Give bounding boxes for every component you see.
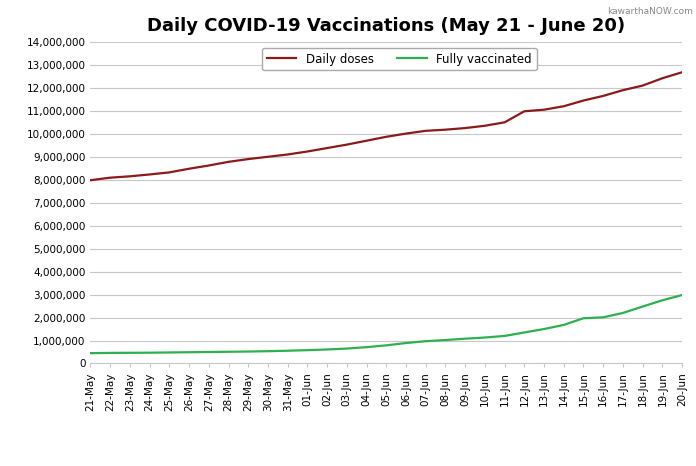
Daily doses [323,145,331,151]
Daily doses [658,75,667,81]
Legend: Daily doses, Fully vaccinated: Daily doses, Fully vaccinated [262,48,537,70]
Daily doses [599,93,608,99]
Fully vaccinated [678,292,686,298]
Daily doses [560,103,568,109]
Title: Daily COVID-19 Vaccinations (May 21 - June 20): Daily COVID-19 Vaccinations (May 21 - Ju… [148,17,625,35]
Daily doses [579,98,587,103]
Daily doses [86,178,95,183]
Line: Daily doses: Daily doses [90,72,682,180]
Daily doses [678,69,686,75]
Daily doses [619,88,627,93]
Daily doses [441,127,450,132]
Daily doses [185,166,193,171]
Daily doses [382,134,390,140]
Text: kawarthaNOW.com: kawarthaNOW.com [607,7,693,16]
Fully vaccinated [481,335,489,340]
Fully vaccinated [86,350,95,356]
Daily doses [363,138,371,144]
Daily doses [422,128,430,134]
Fully vaccinated [145,350,154,356]
Daily doses [244,156,253,162]
Daily doses [481,123,489,129]
Line: Fully vaccinated: Fully vaccinated [90,295,682,353]
Daily doses [461,125,469,131]
Fully vaccinated [224,349,232,355]
Daily doses [342,142,351,147]
Fully vaccinated [619,310,627,316]
Fully vaccinated [244,349,253,354]
Fully vaccinated [658,297,667,303]
Daily doses [126,173,134,179]
Fully vaccinated [165,350,173,355]
Fully vaccinated [185,350,193,355]
Fully vaccinated [599,315,608,320]
Fully vaccinated [638,304,647,309]
Daily doses [165,170,173,175]
Daily doses [283,152,292,158]
Fully vaccinated [303,347,312,353]
Fully vaccinated [283,348,292,354]
Fully vaccinated [363,344,371,350]
Daily doses [540,107,548,112]
Daily doses [520,109,528,114]
Daily doses [303,149,312,154]
Daily doses [224,159,232,164]
Fully vaccinated [126,350,134,356]
Fully vaccinated [205,349,213,355]
Fully vaccinated [520,329,528,335]
Fully vaccinated [342,346,351,351]
Daily doses [264,154,272,159]
Daily doses [500,120,509,125]
Daily doses [106,175,114,180]
Daily doses [638,83,647,89]
Daily doses [402,131,410,137]
Fully vaccinated [264,349,272,354]
Fully vaccinated [540,326,548,332]
Fully vaccinated [441,337,450,343]
Daily doses [205,163,213,168]
Fully vaccinated [323,347,331,352]
Fully vaccinated [579,315,587,321]
Fully vaccinated [106,350,114,356]
Fully vaccinated [402,340,410,346]
Fully vaccinated [560,322,568,328]
Daily doses [145,171,154,177]
Fully vaccinated [500,333,509,339]
Fully vaccinated [461,336,469,342]
Fully vaccinated [422,338,430,344]
Fully vaccinated [382,343,390,348]
